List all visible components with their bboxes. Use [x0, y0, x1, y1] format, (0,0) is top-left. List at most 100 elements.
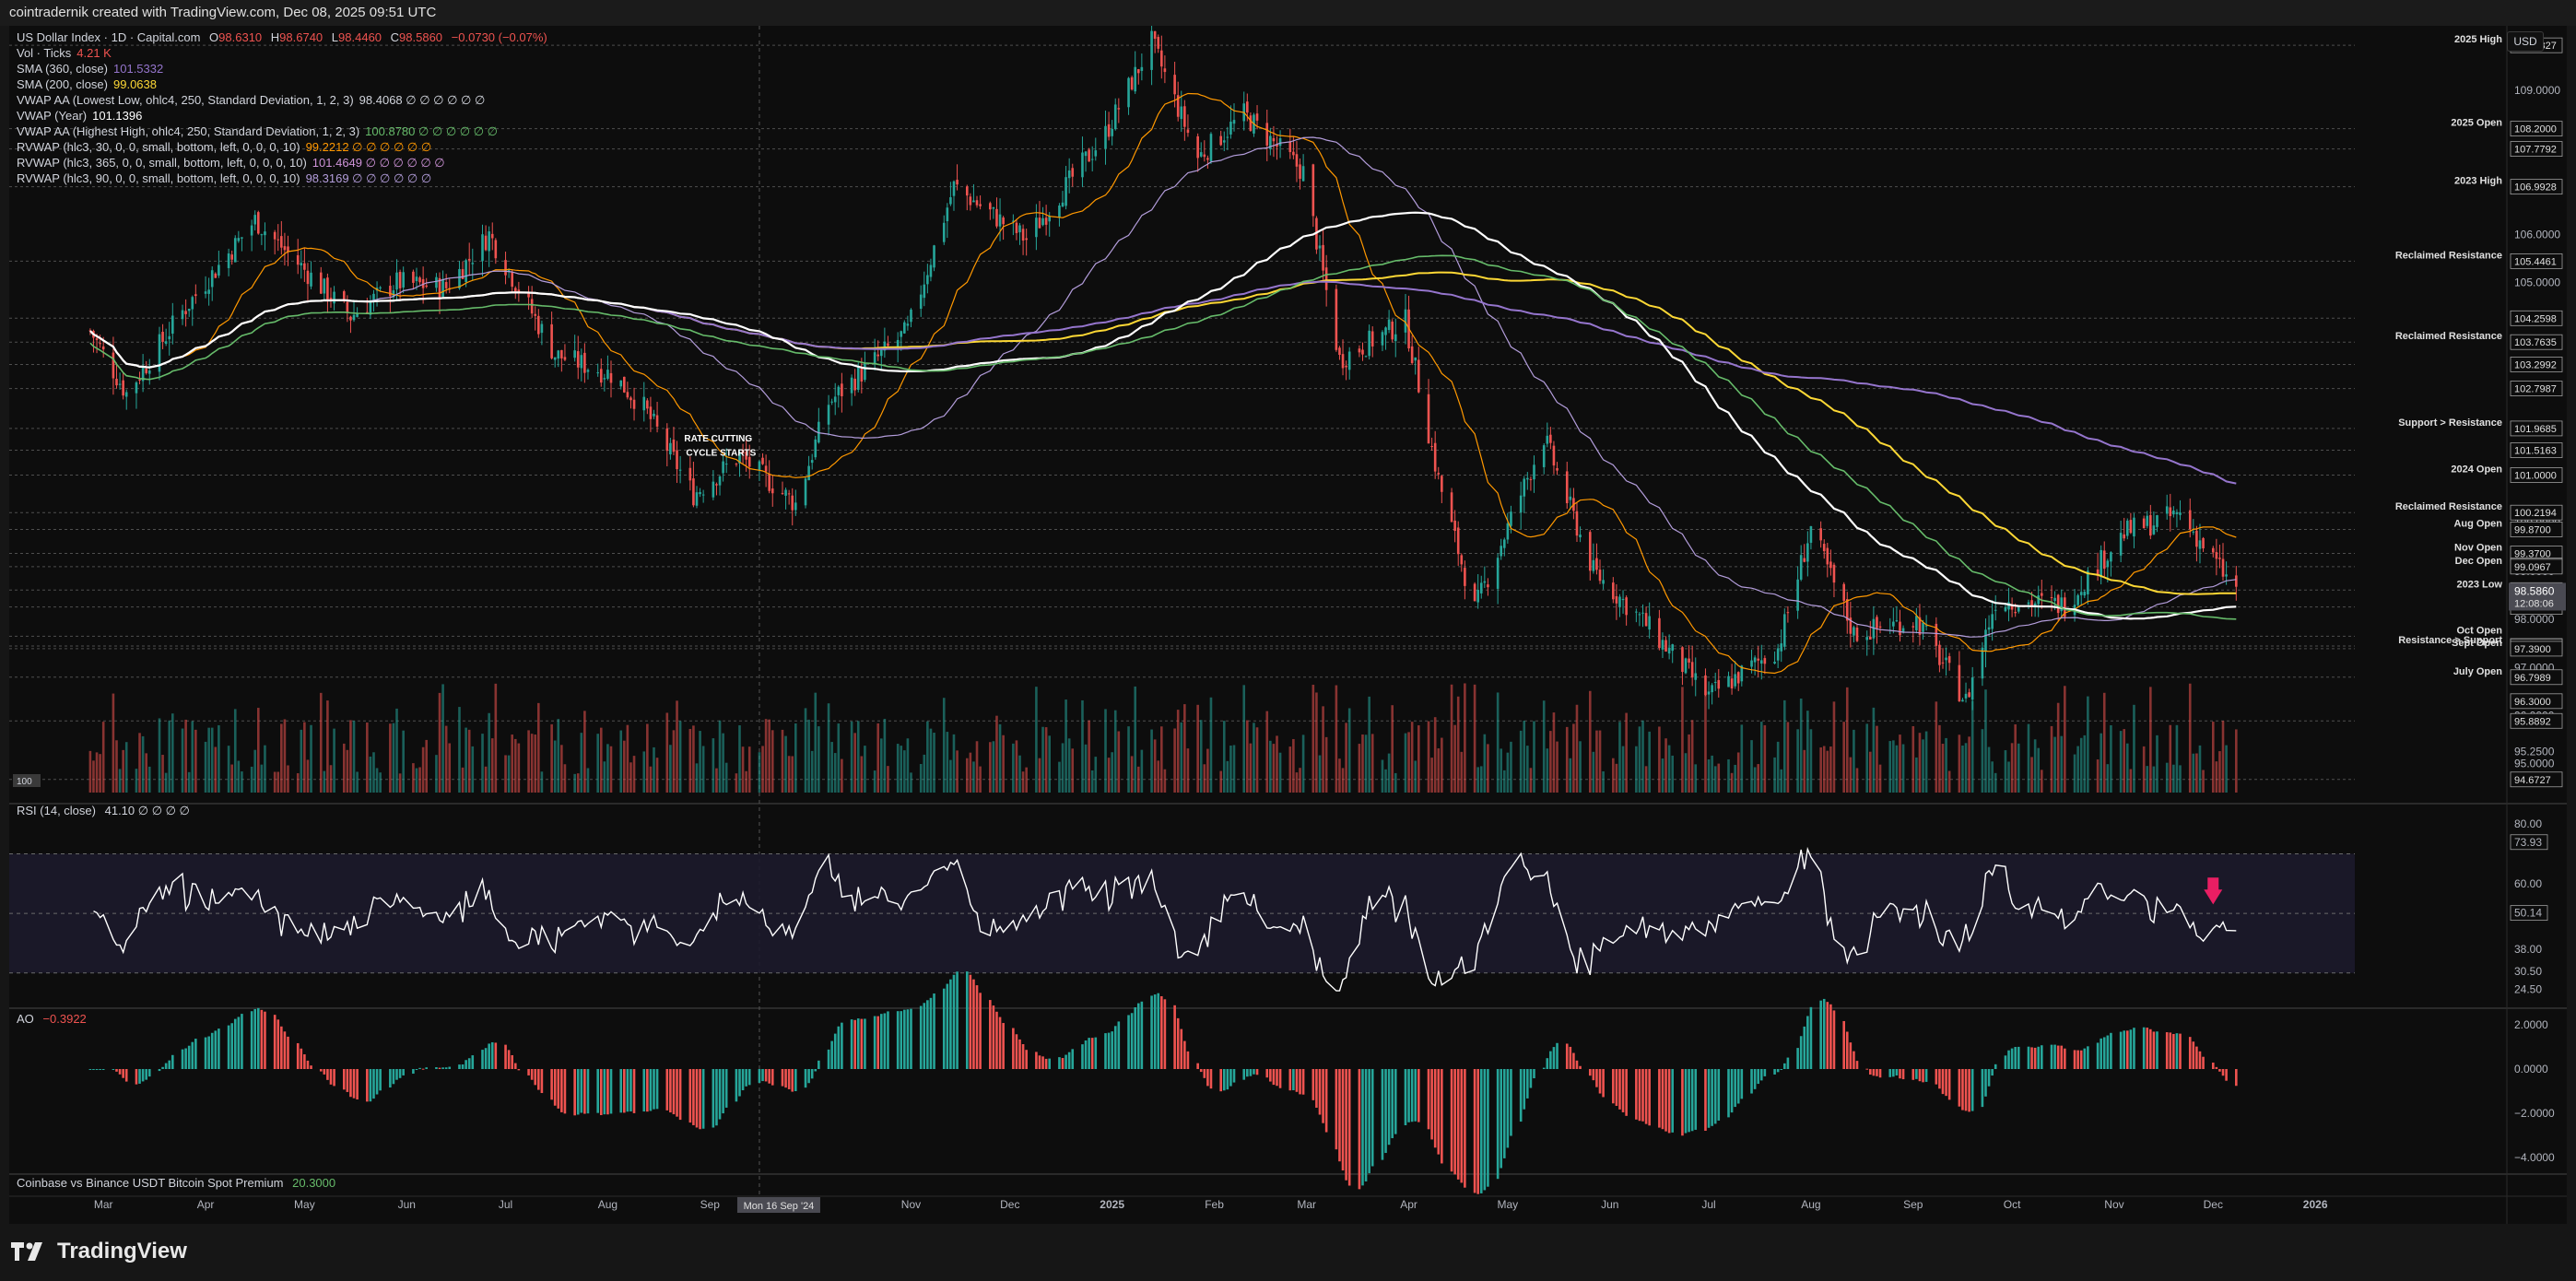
candle-body: [1819, 528, 1822, 541]
volume-bar: [738, 725, 741, 793]
price-axis-box: [2510, 381, 2563, 396]
price-axis-label: 96.7989: [2514, 673, 2551, 684]
candle-body: [2152, 525, 2156, 535]
ao-bar: [2211, 1063, 2215, 1069]
candle-body: [784, 489, 787, 496]
indicator-name: VWAP AA (Lowest Low, ohlc4, 250, Standar…: [17, 93, 354, 107]
ao-name[interactable]: AO: [17, 1012, 34, 1026]
indicator-name: VWAP (Year): [17, 109, 88, 123]
ao-bar: [1104, 1033, 1107, 1069]
credit-text: cointradernik created with TradingView.c…: [9, 5, 437, 20]
volume-bar: [833, 753, 837, 793]
candle-body: [2010, 605, 2014, 610]
volume-bar: [979, 766, 982, 793]
ao-bar: [504, 1044, 507, 1069]
ao-bar: [1002, 1023, 1005, 1069]
volume-bar: [1160, 726, 1163, 793]
ao-bar: [1176, 1017, 1180, 1069]
candle-body: [1941, 662, 1945, 664]
volume-bar: [481, 734, 484, 793]
candle-body: [632, 399, 636, 409]
tradingview-logo[interactable]: TradingView: [11, 1239, 187, 1264]
indicator-row[interactable]: VWAP AA (Highest High, ohlc4, 250, Stand…: [17, 123, 547, 139]
ao-bar: [853, 1019, 856, 1069]
premium-title: Coinbase vs Binance USDT Bitcoin Spot Pr…: [17, 1176, 335, 1190]
chart-area[interactable]: 2025 High 2025 Open 2023 High Reclaimed Res…: [9, 22, 2567, 1224]
volume-bar: [389, 723, 392, 793]
volume-bar: [949, 759, 952, 793]
volume-bar: [1219, 770, 1222, 793]
volume-bar: [1565, 726, 1569, 793]
candle-body: [187, 309, 191, 311]
indicator-row[interactable]: RVWAP (hlc3, 30, 0, 0, small, bottom, le…: [17, 139, 547, 155]
ao-bar: [1644, 1069, 1648, 1124]
volume-bar: [692, 725, 695, 793]
candle-body: [1163, 68, 1167, 73]
ao-bar: [1727, 1069, 1730, 1118]
candle-body: [879, 349, 883, 357]
volume-bar: [1301, 735, 1305, 793]
ao-bar: [210, 1032, 214, 1069]
ao-bar: [1361, 1069, 1364, 1186]
ao-bar: [596, 1069, 599, 1113]
candle-body: [580, 355, 583, 369]
candle-body: [676, 450, 678, 470]
ao-bar: [253, 1008, 257, 1069]
level-label: 2024 Open: [2451, 464, 2502, 475]
volume-bar: [1048, 735, 1052, 793]
volume-bar: [511, 735, 514, 793]
time-axis-label: Aug: [598, 1198, 618, 1211]
ao-bar: [998, 1017, 1002, 1069]
candle-body: [883, 341, 887, 351]
indicator-row[interactable]: VWAP AA (Lowest Low, ohlc4, 250, Standar…: [17, 92, 547, 108]
candle-body: [1832, 564, 1836, 583]
candle-body: [1058, 206, 1061, 218]
candle-body: [1441, 476, 1443, 492]
volume-bar: [517, 743, 521, 793]
volume-bar: [1922, 739, 1924, 793]
indicator-row[interactable]: RVWAP (hlc3, 90, 0, 0, small, bottom, le…: [17, 170, 547, 186]
premium-name[interactable]: Coinbase vs Binance USDT Bitcoin Spot Pr…: [17, 1176, 284, 1190]
indicator-row[interactable]: Vol · Ticks 4.21 K: [17, 45, 547, 61]
indicator-row[interactable]: SMA (360, close) 101.5332: [17, 61, 547, 76]
currency-button[interactable]: USD: [2507, 31, 2544, 52]
indicator-row[interactable]: RVWAP (hlc3, 365, 0, 0, small, bottom, l…: [17, 155, 547, 170]
volume-bar: [992, 741, 995, 793]
ao-bar: [1803, 1026, 1806, 1069]
volume-bar: [1734, 764, 1736, 793]
ao-bar: [2050, 1044, 2053, 1069]
ao-bar: [310, 1065, 312, 1069]
candle-body: [99, 343, 101, 345]
ao-bar: [1981, 1069, 1984, 1108]
ao-bar: [609, 1069, 613, 1114]
candle-body: [233, 238, 237, 263]
ao-bar: [1684, 1069, 1688, 1134]
level-label: Reclaimed Resistance: [2395, 501, 2502, 512]
ao-bar: [379, 1069, 382, 1091]
rsi-name[interactable]: RSI (14, close): [17, 804, 96, 817]
candle-body: [1730, 678, 1734, 688]
candle-body: [402, 272, 405, 288]
ao-bar: [484, 1048, 488, 1069]
candle-body: [2100, 549, 2102, 578]
price-axis-box: [2510, 467, 2563, 483]
annotation-line: RATE CUTTING: [684, 434, 752, 444]
symbol-title[interactable]: US Dollar Index · 1D · Capital.com: [17, 30, 201, 44]
candle-body: [1456, 527, 1460, 555]
volume-bar: [1796, 729, 1799, 793]
indicator-value: 98.4068 ∅ ∅ ∅ ∅ ∅ ∅: [359, 93, 486, 107]
ao-bar: [2146, 1028, 2149, 1069]
ao-bar: [1579, 1065, 1582, 1069]
volume-bar: [402, 730, 405, 793]
indicator-row[interactable]: VWAP (Year) 101.1396: [17, 108, 547, 123]
indicator-row[interactable]: SMA (200, close) 99.0638: [17, 76, 547, 92]
volume-bar: [655, 758, 659, 793]
candle-body: [896, 339, 900, 347]
candle-body: [1107, 123, 1111, 137]
volume-bar: [1915, 757, 1918, 793]
candle-body: [1255, 113, 1259, 121]
candle-body: [2106, 560, 2110, 568]
rsi-axis-tick: 30.50: [2514, 965, 2542, 978]
candle-body: [1783, 614, 1786, 647]
